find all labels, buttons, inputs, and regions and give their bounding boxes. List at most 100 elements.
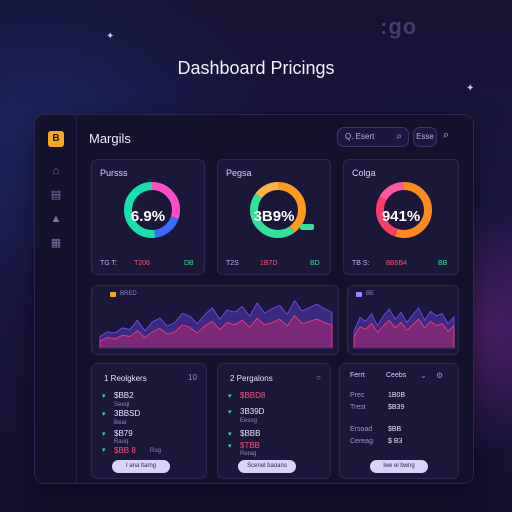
legend-label: BE	[366, 291, 375, 297]
check-icon: ▾	[102, 431, 106, 438]
page-title: Margils	[89, 131, 131, 146]
area-chart	[99, 299, 333, 349]
list-count: 10	[188, 373, 197, 382]
action-button[interactable]: lwe el bwng	[370, 460, 428, 473]
donut-value: 941%	[381, 208, 421, 225]
check-icon: ▾	[228, 393, 232, 400]
stat-delta: BD	[310, 260, 320, 267]
card-title: Pursss	[100, 168, 128, 178]
area-series-0	[99, 299, 333, 349]
thumb-icon[interactable]: ▲	[50, 213, 62, 225]
check-icon: ▾	[228, 443, 232, 450]
row-note: Beal	[114, 420, 127, 426]
table-value: $BB	[388, 426, 402, 433]
area-chart	[353, 307, 455, 349]
table-label: Prec	[350, 392, 365, 399]
list-card: 1 Reolgkers 10 ▾ $BB2 Seeql ▾ 3BBSD Beal…	[91, 363, 207, 479]
row-amount: $BBB	[240, 429, 261, 438]
donut-segment	[250, 182, 306, 238]
stat-delta: DB	[184, 260, 194, 267]
hero-title: Dashboard Pricings	[177, 58, 335, 78]
card-title: Colga	[352, 168, 376, 178]
stat-value: T206	[134, 260, 150, 267]
row-amount: $B79	[114, 429, 133, 438]
card-title: Pegsa	[226, 168, 252, 178]
stat-label: TB S:	[352, 260, 370, 267]
row-note: Rog	[150, 448, 162, 454]
table-header: Ceebs	[386, 372, 407, 379]
donut-card: Pursss 6.9% TG T: T206 DB	[91, 159, 205, 275]
chevron-down-icon[interactable]: ⌄	[420, 371, 427, 380]
stat-value: 1B7D	[260, 260, 278, 267]
row-amount: $BB2	[114, 391, 134, 400]
area-series-1	[99, 314, 333, 349]
donut-chart	[376, 182, 432, 238]
row-amount: 3BBSD	[114, 409, 141, 418]
donut-segment	[250, 182, 306, 238]
indicator-pill	[300, 224, 314, 230]
action-button[interactable]: I ana ltarng	[112, 460, 170, 473]
dashboard-window: B ⌂ ▤ ▲ ▦ Margils Q. Esert ⌕ Esse ⌕ Purs…	[34, 114, 474, 484]
donut-value: 3B9%	[253, 208, 295, 225]
sparkle-icon: ✦	[466, 83, 475, 94]
check-icon: ▾	[102, 393, 106, 400]
check-icon: ▾	[228, 431, 232, 438]
donut-segment	[376, 182, 432, 238]
search-input[interactable]: Q. Esert ⌕	[337, 127, 409, 147]
check-icon: ▾	[102, 411, 106, 418]
table-label: Cereag	[350, 438, 373, 445]
row-amount: 3B39D	[240, 407, 265, 416]
stat-label: TG T:	[100, 260, 117, 267]
row-note: Seeql	[114, 402, 130, 408]
area-chart-card: BRED	[91, 285, 339, 355]
row-note: Eesog	[240, 418, 258, 424]
donut-card: Pegsa 3B9% T2S 1B7D BD	[217, 159, 331, 275]
table-card: Ferrt Ceebs ⌄ ⚙ Prec 1B0B Trest $B39 Ers…	[339, 363, 459, 479]
donut-chart	[250, 182, 306, 238]
list-title: 1 Reolgkers	[104, 374, 147, 383]
settings-icon[interactable]: ⚙	[436, 371, 444, 380]
area-series-1	[353, 318, 455, 349]
row-amount: $BB 8	[114, 446, 136, 455]
legend-swatch	[356, 292, 362, 297]
donut-value: 6.9%	[130, 208, 166, 225]
list-card: 2 Pergalons ○ ▾ $BBD8 ▾ 3B39D Eesog ▾ $B…	[217, 363, 331, 479]
zoom-icon[interactable]: ⌕	[443, 129, 450, 141]
filter-chip[interactable]: Esse	[413, 127, 437, 147]
table-value: $B39	[388, 404, 405, 411]
legend-swatch	[110, 292, 116, 297]
table-value: 1B0B	[388, 392, 406, 399]
donut-card: Colga 941% TB S: 8B6B4 BB	[343, 159, 459, 275]
check-icon: ▾	[228, 409, 232, 416]
area-chart-card: BE	[347, 285, 459, 355]
sidebar: B ⌂ ▤ ▲ ▦	[35, 115, 77, 483]
app-logo[interactable]: B	[48, 131, 64, 147]
brand-logo: :go	[380, 14, 418, 39]
legend-label: BRED	[120, 291, 137, 297]
list-title: 2 Pergalons	[230, 374, 273, 383]
row-note: Rauq	[114, 439, 129, 445]
stat-value: 8B6B4	[386, 260, 408, 267]
calendar-icon[interactable]: ▦	[50, 237, 62, 249]
building-icon[interactable]: ▤	[50, 189, 62, 201]
row-note: Rerag	[240, 451, 257, 457]
area-series-0	[353, 307, 455, 349]
table-value: $ B3	[388, 438, 403, 445]
stat-label: T2S	[226, 260, 239, 267]
table-header: Ferrt	[350, 372, 365, 379]
donut-chart	[124, 182, 180, 238]
home-icon[interactable]: ⌂	[52, 165, 60, 177]
search-icon[interactable]: ⌕	[396, 131, 402, 142]
table-label: Trest	[350, 404, 366, 411]
row-amount: $TBB	[240, 441, 261, 450]
donut-segment	[376, 182, 432, 238]
action-button[interactable]: Scenel baoans	[238, 460, 296, 473]
donut-segment	[124, 182, 180, 238]
row-amount: $BBD8	[240, 391, 266, 400]
table-label: Ersoad	[350, 426, 373, 433]
search-placeholder: Q. Esert	[345, 132, 375, 141]
more-icon[interactable]: ○	[316, 373, 321, 382]
check-icon: ▾	[102, 447, 106, 454]
stat-delta: BB	[438, 260, 448, 267]
sparkle-icon: ✦	[106, 31, 115, 42]
